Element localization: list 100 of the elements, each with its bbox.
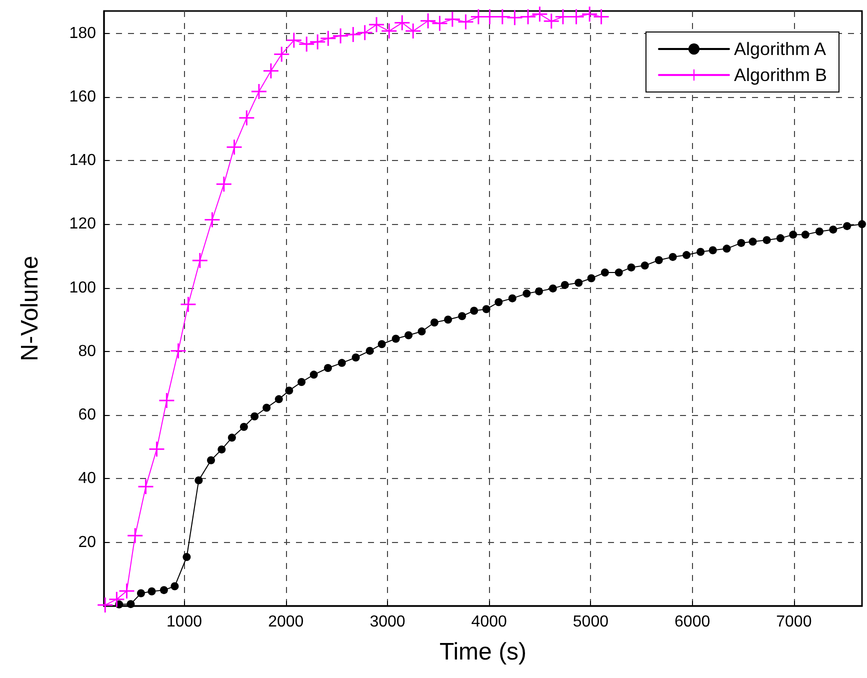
point [160,586,168,594]
point [470,306,478,315]
point [310,370,318,379]
point [582,6,598,22]
x-tick-label: 2000 [268,614,304,630]
point [149,442,164,457]
point [240,422,248,431]
y-tick-label: 80 [78,342,96,360]
point [194,476,203,484]
point [218,445,226,454]
point [520,9,536,24]
point [119,584,134,599]
point [298,378,306,386]
y-tick-label: 60 [78,406,96,424]
point [274,395,283,404]
point [534,287,543,296]
point [815,228,824,236]
point [170,343,186,358]
point [263,63,278,78]
x-tick-label: 5000 [572,614,609,630]
point [228,434,236,442]
point [494,298,503,306]
point [762,236,771,244]
point [204,212,220,228]
point [444,316,452,324]
y-tick-label: 20 [78,534,96,551]
point [394,15,410,30]
point [600,268,609,277]
point [430,318,438,326]
point [404,331,413,340]
point [170,582,179,590]
point [382,24,397,39]
y-axis-title: N-Volume [16,256,44,362]
point [148,587,156,596]
point [250,412,259,420]
y-tick-label: 100 [69,279,96,296]
x-tick-label: 4000 [471,614,507,630]
point [708,246,717,254]
point [444,12,460,27]
point [333,28,348,44]
x-tick-label: 3000 [370,614,406,630]
point [98,598,113,613]
point [801,230,810,239]
point [346,27,361,42]
point [522,290,531,298]
point [109,592,124,607]
point [555,9,570,24]
point [627,263,636,272]
point [406,24,421,39]
point [682,251,691,260]
point [216,176,232,192]
point [299,36,314,52]
point [587,274,596,282]
point [352,354,360,362]
point [338,358,346,367]
point [829,226,838,234]
point [180,296,196,312]
point [128,528,143,544]
point [594,9,609,24]
point [366,346,374,355]
point [320,30,336,46]
point [776,234,784,242]
point [159,392,174,408]
point [482,305,490,314]
point [507,10,522,26]
point [668,252,677,261]
point [324,364,332,372]
point [458,312,466,320]
point [858,220,866,228]
point [310,34,326,50]
point [274,46,290,62]
x-tick-label: 1000 [166,614,202,630]
legend-label: Algorithm A [734,39,826,59]
y-tick-label: 40 [78,470,96,488]
x-tick-label: 7000 [776,614,812,630]
point [508,294,516,302]
point [654,256,663,264]
point [251,84,266,99]
point [286,32,302,48]
point [748,238,757,246]
point [192,252,208,268]
point [544,14,559,29]
point [418,327,426,336]
point [843,222,852,230]
legend-label: Algorithm B [734,65,828,85]
point [285,386,294,395]
point [126,600,135,608]
point [262,404,271,412]
point [226,140,242,155]
y-tick-label: 120 [69,216,96,233]
point [722,244,731,253]
point [568,9,584,24]
point [737,238,746,247]
point [239,110,254,126]
point [378,340,386,348]
point [574,278,583,287]
point [548,284,557,292]
point [138,479,154,494]
point [369,17,384,32]
y-tick-label: 160 [69,88,96,106]
